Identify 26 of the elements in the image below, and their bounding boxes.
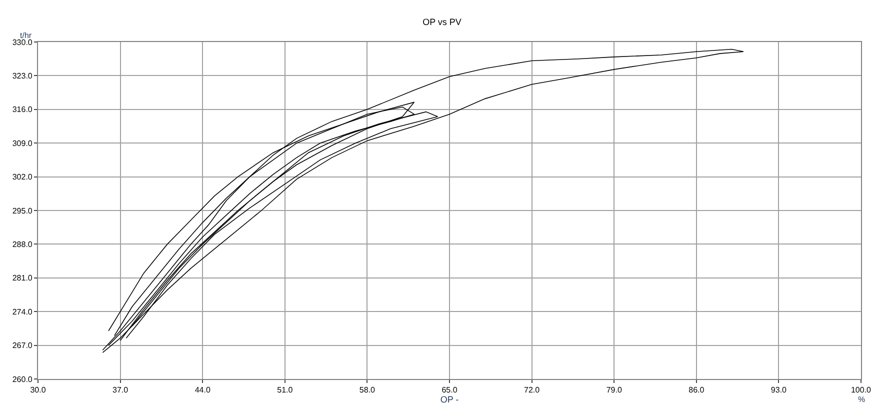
x-tick-label: 93.0 [770, 386, 788, 395]
x-tick-label: 65.0 [442, 386, 458, 395]
y-tick-label: 330.0 [12, 38, 33, 47]
x-tick-label: 100.0 [850, 386, 872, 395]
y-tick-label: 323.0 [12, 72, 33, 80]
x-tick-label: 51.0 [277, 386, 294, 395]
x-tick-label: 37.0 [112, 386, 129, 395]
y-tick-label: 288.0 [12, 240, 33, 249]
y-tick-label: 302.0 [12, 172, 33, 182]
y-axis-title: t/hr [20, 31, 32, 40]
x-tick-label: 30.0 [30, 386, 46, 395]
y-tick-label: 260.0 [12, 374, 33, 384]
y-tick-label: 309.0 [12, 138, 33, 148]
y-tick-label: 267.0 [12, 341, 33, 350]
y-tick-label: 281.0 [12, 274, 33, 283]
chart-title: OP vs PV [422, 16, 462, 27]
x-tick-label: 72.0 [524, 386, 540, 395]
y-tick-label: 274.0 [12, 307, 33, 316]
x-axis-title: OP - [440, 394, 459, 405]
y-tick-label: 295.0 [12, 206, 33, 216]
x-tick-label: 58.0 [359, 386, 376, 395]
x-tick-label: 79.0 [606, 386, 622, 395]
y-tick-label: 316.0 [12, 105, 33, 114]
text: % [858, 395, 866, 404]
x-tick-label: 86.0 [688, 386, 705, 395]
x-tick-label: 44.0 [194, 386, 211, 395]
